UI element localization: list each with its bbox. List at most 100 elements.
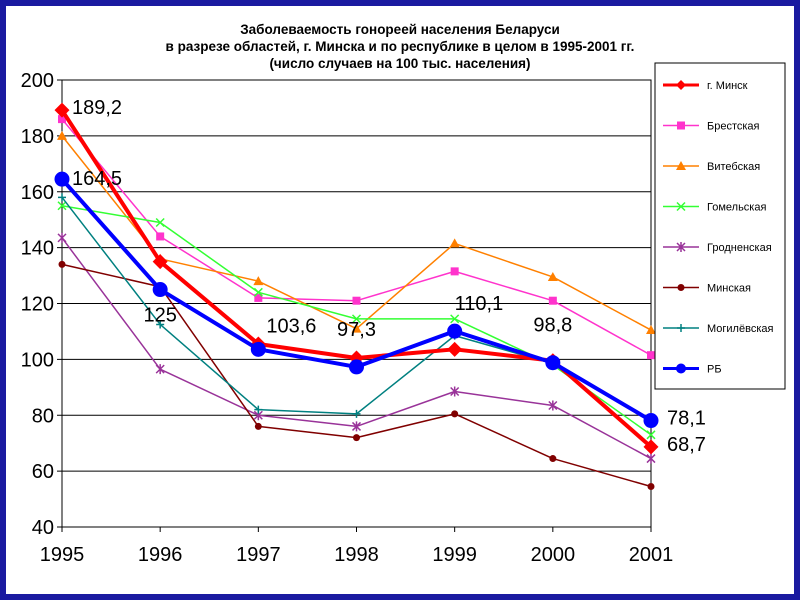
- data-label: 98,8: [533, 315, 572, 337]
- data-point: [647, 482, 655, 490]
- series-4: [57, 232, 656, 464]
- data-point: [549, 455, 557, 463]
- y-tick-label: 180: [21, 126, 54, 148]
- data-label: 164,5: [72, 168, 122, 190]
- data-point: [676, 80, 686, 90]
- legend-label: Гродненская: [707, 242, 772, 254]
- x-tick-label: 1998: [334, 544, 379, 566]
- series-1: [58, 115, 655, 360]
- data-point: [156, 320, 165, 329]
- axes: 40 60 80 100 120 140 160 180 200 1995 1996 1997 1998…: [21, 70, 674, 566]
- data-point: [352, 296, 361, 305]
- legend-entry: Гомельская: [663, 202, 766, 214]
- data-point: [54, 171, 70, 187]
- data-point: [450, 386, 460, 397]
- data-label: 78,1: [667, 408, 706, 430]
- data-point: [548, 400, 558, 411]
- data-point: [58, 115, 66, 124]
- data-point: [451, 410, 459, 418]
- data-point: [57, 232, 67, 243]
- legend-box: [654, 62, 786, 390]
- y-tick-label: 100: [21, 349, 54, 371]
- data-point: [677, 324, 685, 332]
- series-lines: [54, 102, 659, 490]
- data-point: [643, 439, 659, 455]
- data-point: [646, 430, 656, 440]
- data-label: 103,6: [266, 315, 316, 337]
- legend-entry: Витебская: [663, 161, 760, 173]
- data-point: [253, 276, 264, 286]
- data-point: [352, 409, 361, 418]
- x-tick-label: 1997: [236, 544, 281, 566]
- y-tick-label: 160: [21, 182, 54, 204]
- legend-entry: г. Минск: [663, 80, 748, 92]
- data-point: [676, 161, 686, 170]
- data-point: [449, 238, 460, 248]
- data-point: [547, 271, 558, 281]
- data-label: 68,7: [667, 434, 706, 456]
- y-tick-label: 140: [21, 238, 54, 260]
- data-point: [646, 325, 656, 335]
- data-point: [450, 267, 459, 276]
- data-point: [545, 355, 561, 371]
- data-point: [676, 363, 686, 374]
- data-label: 189,2: [72, 97, 122, 119]
- x-tick-label: 1999: [432, 544, 477, 566]
- chart-title-line-3: (число случаев на 100 тыс. населения): [269, 56, 531, 71]
- x-tick-label: 1995: [40, 544, 85, 566]
- data-point: [254, 293, 263, 302]
- data-point: [450, 314, 460, 324]
- data-point: [351, 421, 362, 432]
- legend-entry: Гродненская: [663, 242, 772, 254]
- data-point: [677, 284, 685, 291]
- data-label: 125: [143, 305, 176, 327]
- data-point: [152, 282, 168, 298]
- data-point: [57, 201, 67, 211]
- x-tick-label: 2000: [531, 544, 576, 566]
- y-tick-label: 40: [32, 517, 54, 539]
- data-point: [253, 287, 263, 297]
- chart-title-line-1: Заболеваемость гонореей населения Белару…: [240, 22, 560, 37]
- legend-label: Брестская: [707, 121, 760, 133]
- data-point: [155, 217, 165, 228]
- x-tick-label: 1996: [138, 544, 183, 566]
- legend-label: Гомельская: [707, 202, 766, 214]
- data-point: [152, 254, 168, 270]
- data-point: [57, 130, 67, 140]
- data-point: [677, 121, 685, 130]
- legend-label: г. Минск: [707, 80, 748, 92]
- data-point: [643, 413, 659, 429]
- data-point: [676, 242, 686, 252]
- data-point: [676, 201, 686, 212]
- data-point: [351, 323, 362, 333]
- data-point: [447, 341, 463, 357]
- data-point: [647, 351, 655, 360]
- data-label: 97,3: [337, 319, 376, 341]
- legend-label: Витебская: [707, 161, 760, 173]
- data-label: 110,1: [455, 293, 504, 315]
- x-tick-label: 2001: [629, 544, 674, 566]
- legend-label: РБ: [707, 364, 722, 376]
- chart-title-line-2: в разрезе областей, г. Минска и по респу…: [165, 39, 635, 54]
- data-point: [548, 296, 557, 305]
- data-point: [447, 323, 463, 339]
- data-point: [155, 364, 165, 375]
- legend-entry: РБ: [663, 363, 722, 376]
- data-labels: 189,2 164,5 125 103,6 97,3 110,1 98,8 78,1 68,7: [72, 97, 706, 456]
- data-point: [349, 359, 364, 375]
- data-point: [58, 260, 66, 268]
- legend-label: Минская: [707, 283, 751, 295]
- data-point: [254, 405, 263, 414]
- y-tick-label: 120: [21, 294, 54, 316]
- legend-label: Могилёвская: [707, 323, 773, 335]
- data-point: [254, 422, 262, 430]
- legend: г. Минск Брестская Витебская Гомельская Грод…: [654, 62, 786, 390]
- data-point: [156, 232, 165, 241]
- data-point: [351, 314, 362, 324]
- y-tick-label: 200: [21, 70, 54, 92]
- data-point: [353, 434, 360, 442]
- data-point: [646, 453, 656, 464]
- legend-entry: Минская: [663, 283, 751, 295]
- data-point: [250, 341, 266, 357]
